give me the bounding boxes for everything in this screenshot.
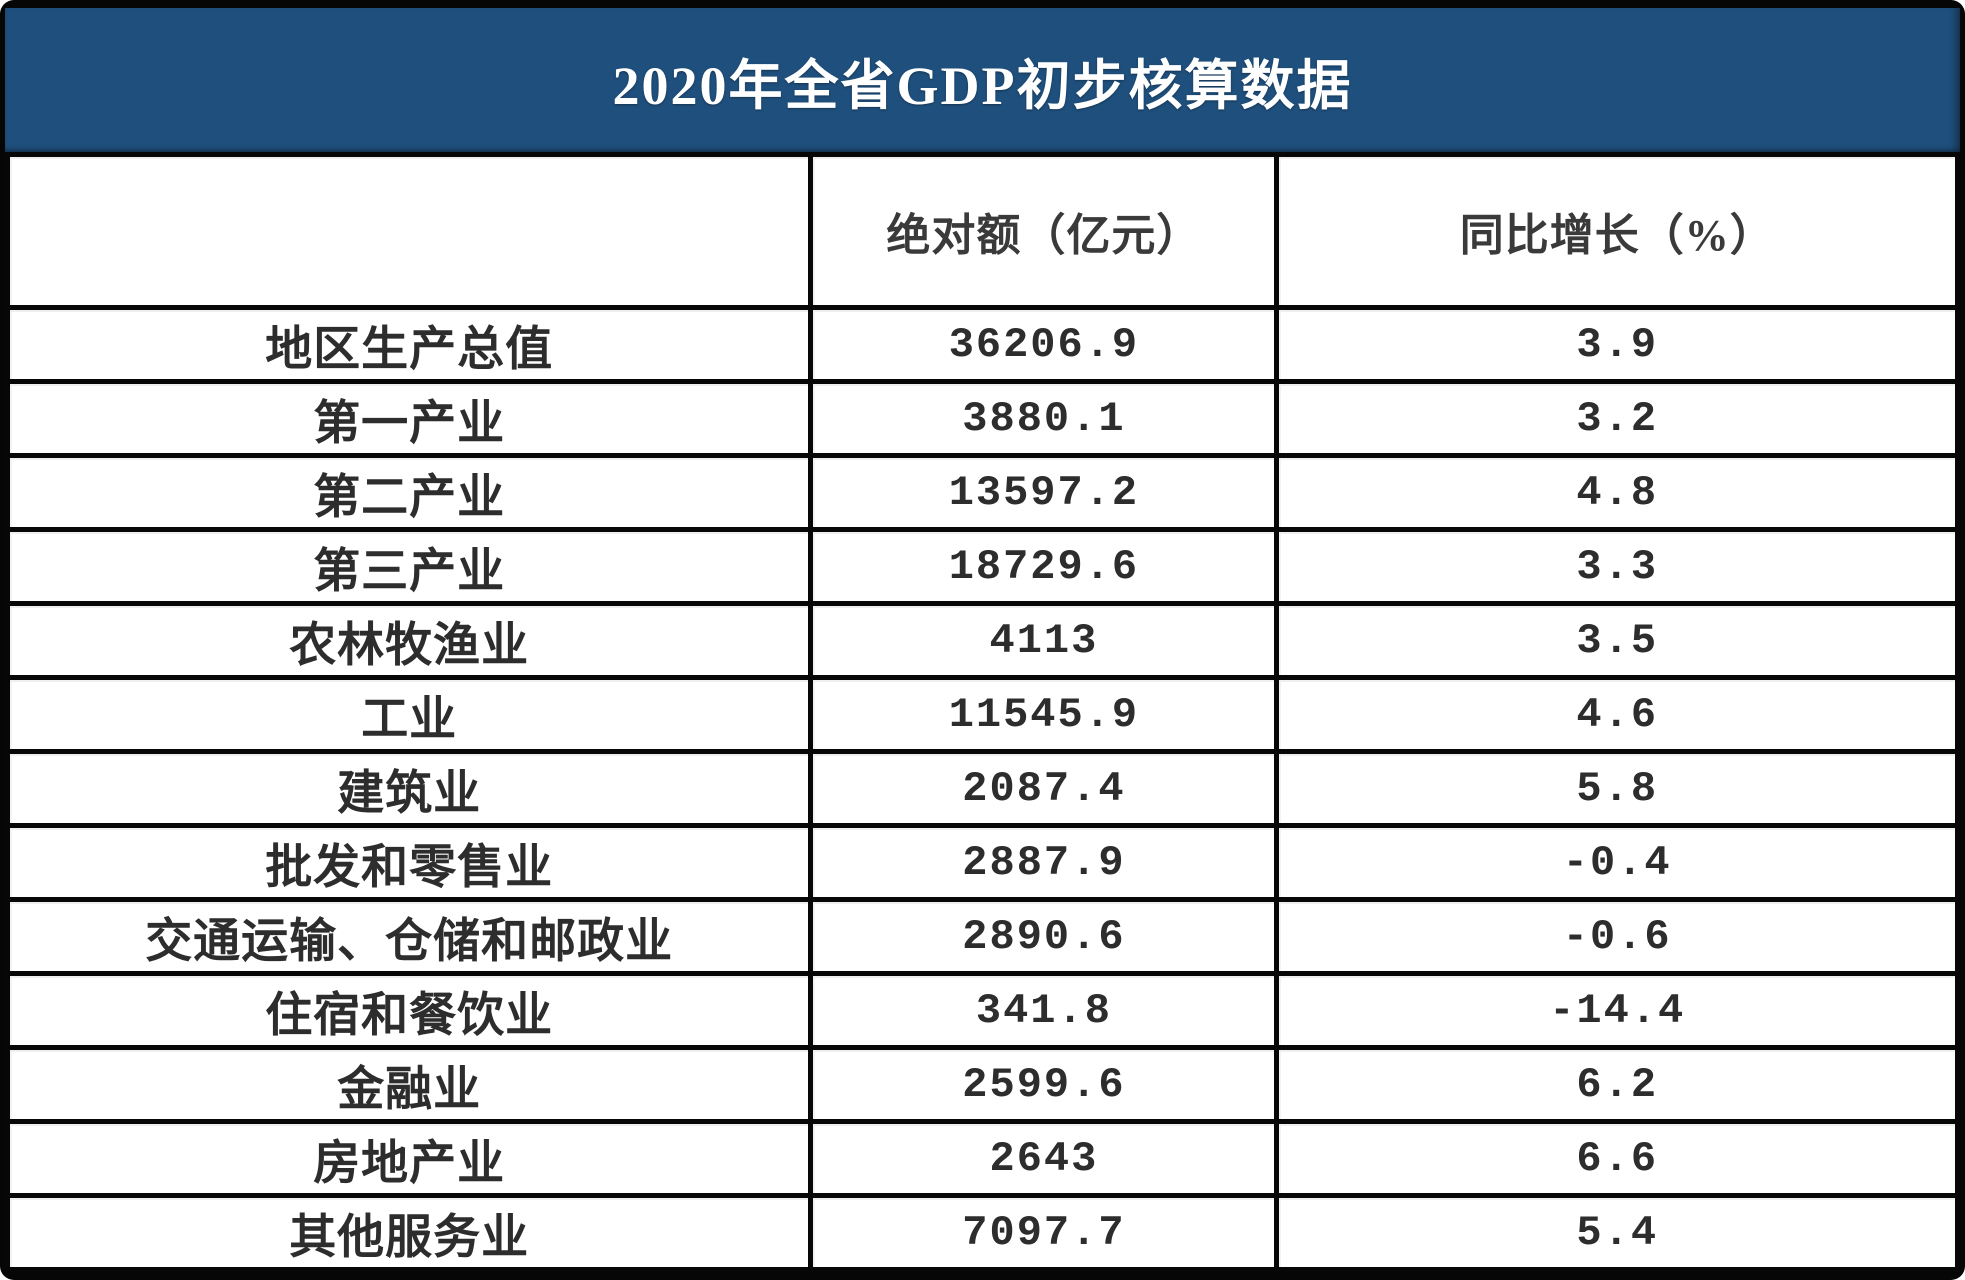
row-growth-value: 6.6 [1274, 1119, 1960, 1198]
table-row: 批发和零售业 2887.9 -0.4 [4, 823, 1960, 902]
table-row: 工业 11545.9 4.6 [4, 675, 1960, 754]
row-growth-value: -14.4 [1274, 971, 1960, 1050]
row-absolute-value: 2599.6 [808, 1045, 1280, 1124]
row-label: 地区生产总值 [4, 305, 814, 384]
row-absolute-value: 2887.9 [808, 823, 1280, 902]
row-absolute-value: 13597.2 [808, 453, 1280, 532]
row-growth-value: 4.8 [1274, 453, 1960, 532]
column-header-absolute: 绝对额（亿元） [808, 152, 1280, 310]
row-absolute-value: 4113 [808, 601, 1280, 680]
row-label: 其他服务业 [4, 1193, 814, 1272]
row-absolute-value: 3880.1 [808, 379, 1280, 458]
table-row: 建筑业 2087.4 5.8 [4, 749, 1960, 828]
gdp-table: 绝对额（亿元） 同比增长（%） 地区生产总值 36206.9 3.9 第一产业 … [4, 152, 1960, 1272]
row-label: 建筑业 [4, 749, 814, 828]
row-label: 农林牧渔业 [4, 601, 814, 680]
row-absolute-value: 36206.9 [808, 305, 1280, 384]
row-growth-value: 3.2 [1274, 379, 1960, 458]
row-label: 批发和零售业 [4, 823, 814, 902]
row-growth-value: -0.6 [1274, 897, 1960, 976]
table-title-bar: 2020年全省GDP初步核算数据 [5, 8, 1960, 152]
row-label: 交通运输、仓储和邮政业 [4, 897, 814, 976]
column-header-indicator [4, 152, 814, 310]
row-growth-value: 3.9 [1274, 305, 1960, 384]
row-growth-value: 5.8 [1274, 749, 1960, 828]
table-row: 第三产业 18729.6 3.3 [4, 527, 1960, 606]
table-row: 农林牧渔业 4113 3.5 [4, 601, 1960, 680]
row-absolute-value: 2643 [808, 1119, 1280, 1198]
row-absolute-value: 2087.4 [808, 749, 1280, 828]
table-row: 第一产业 3880.1 3.2 [4, 379, 1960, 458]
row-growth-value: 5.4 [1274, 1193, 1960, 1272]
row-label: 工业 [4, 675, 814, 754]
row-absolute-value: 341.8 [808, 971, 1280, 1050]
table-row: 地区生产总值 36206.9 3.9 [4, 305, 1960, 384]
table-row: 第二产业 13597.2 4.8 [4, 453, 1960, 532]
row-label: 房地产业 [4, 1119, 814, 1198]
table-header-row: 绝对额（亿元） 同比增长（%） [4, 152, 1960, 310]
table-row: 其他服务业 7097.7 5.4 [4, 1193, 1960, 1272]
table-row: 金融业 2599.6 6.2 [4, 1045, 1960, 1124]
row-growth-value: 3.3 [1274, 527, 1960, 606]
page-title: 2020年全省GDP初步核算数据 [612, 55, 1353, 116]
table-row: 房地产业 2643 6.6 [4, 1119, 1960, 1198]
column-header-growth: 同比增长（%） [1274, 152, 1960, 310]
row-growth-value: 3.5 [1274, 601, 1960, 680]
row-growth-value: 6.2 [1274, 1045, 1960, 1124]
row-label: 金融业 [4, 1045, 814, 1124]
row-absolute-value: 11545.9 [808, 675, 1280, 754]
row-absolute-value: 18729.6 [808, 527, 1280, 606]
row-growth-value: 4.6 [1274, 675, 1960, 754]
table-row: 住宿和餐饮业 341.8 -14.4 [4, 971, 1960, 1050]
row-label: 第三产业 [4, 527, 814, 606]
row-absolute-value: 2890.6 [808, 897, 1280, 976]
row-label: 住宿和餐饮业 [4, 971, 814, 1050]
table-row: 交通运输、仓储和邮政业 2890.6 -0.6 [4, 897, 1960, 976]
row-label: 第一产业 [4, 379, 814, 458]
row-absolute-value: 7097.7 [808, 1193, 1280, 1272]
row-growth-value: -0.4 [1274, 823, 1960, 902]
row-label: 第二产业 [4, 453, 814, 532]
